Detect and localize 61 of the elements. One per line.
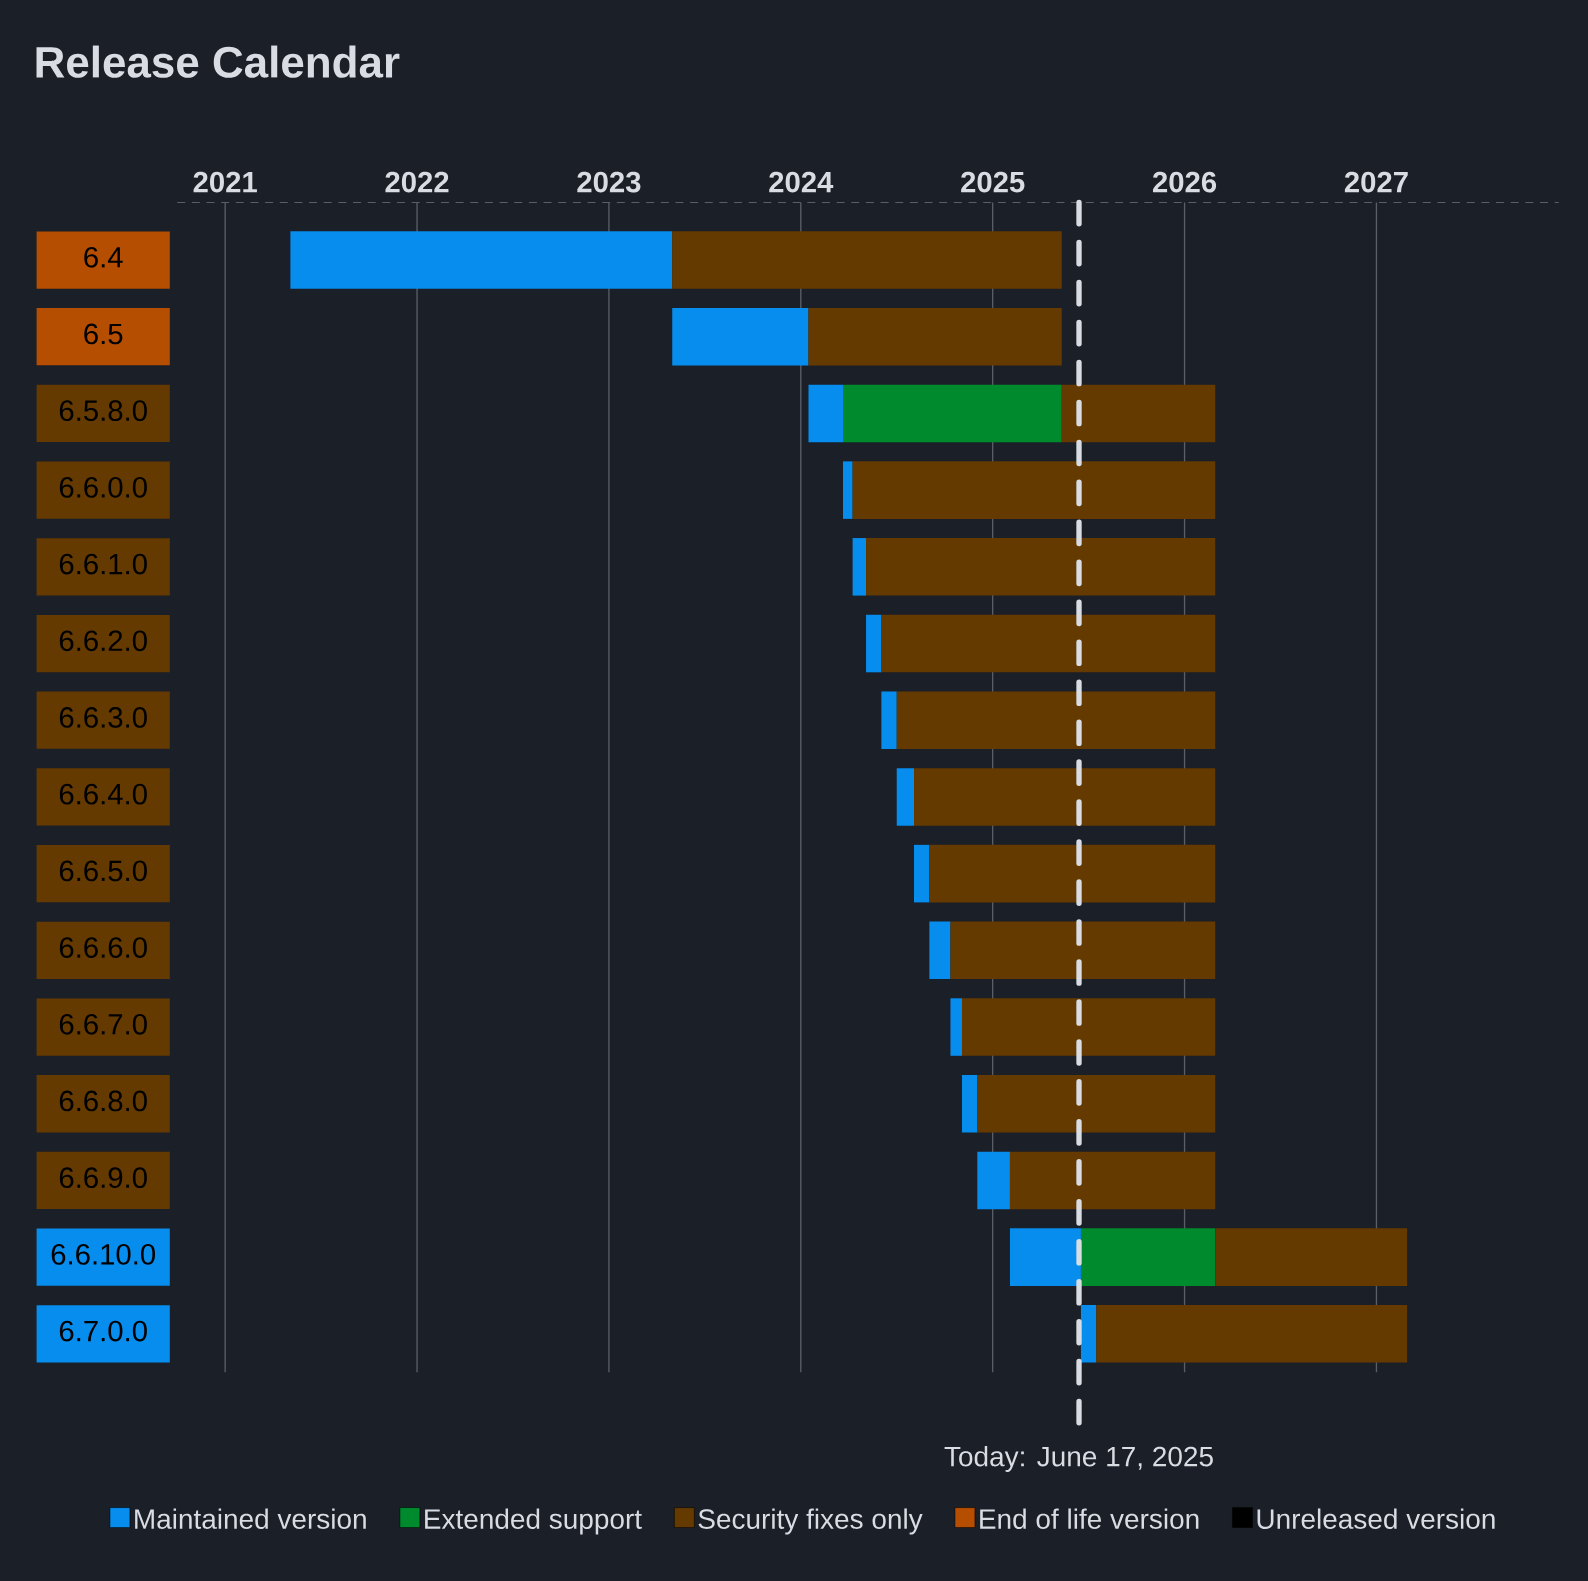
x-tick-label: 2022 bbox=[385, 171, 449, 193]
bar bbox=[881, 691, 897, 749]
x-tick-label: 2027 bbox=[1344, 171, 1408, 193]
y-tick-label: 6.6.5.0 bbox=[59, 860, 147, 882]
bar bbox=[843, 461, 853, 519]
bar bbox=[1080, 1228, 1216, 1286]
bar bbox=[808, 384, 844, 443]
bar bbox=[950, 921, 1216, 979]
bar bbox=[1061, 384, 1216, 443]
x-tick-label: 2026 bbox=[1152, 171, 1217, 193]
y-tick-label: 6.6.7.0 bbox=[59, 1013, 147, 1035]
y-tick-label: 6.4 bbox=[84, 246, 123, 268]
bar bbox=[852, 537, 867, 596]
legend-label: Unreleased version bbox=[1257, 1508, 1495, 1529]
ref-line-label: Today: June 17, 2025 bbox=[944, 1445, 1213, 1472]
y-tick-label: 6.6.4.0 bbox=[59, 783, 147, 805]
y-tick-label: 6.6.3.0 bbox=[59, 706, 147, 728]
bar bbox=[843, 384, 1062, 443]
y-tick-label: 6.6.9.0 bbox=[59, 1167, 147, 1188]
bar bbox=[914, 844, 930, 903]
legend-label: End of life version bbox=[980, 1508, 1199, 1529]
bar bbox=[1009, 1228, 1081, 1286]
bar bbox=[881, 614, 1216, 673]
bar bbox=[290, 231, 673, 289]
bar bbox=[852, 461, 1216, 519]
y-tick-label: 6.6.0.0 bbox=[59, 476, 147, 498]
bar bbox=[961, 1074, 978, 1133]
bar bbox=[896, 768, 915, 826]
bar bbox=[808, 307, 1062, 366]
y-tick-label: 6.6.8.0 bbox=[59, 1090, 147, 1112]
legend-label: Security fixes only bbox=[698, 1508, 923, 1535]
y-tick-label: 6.6.1.0 bbox=[59, 553, 147, 575]
bar bbox=[896, 691, 1216, 749]
x-tick-label: 2021 bbox=[193, 171, 257, 193]
legend-label: Maintained version bbox=[135, 1508, 366, 1529]
bar bbox=[961, 998, 1216, 1056]
bar bbox=[1080, 1304, 1097, 1363]
bar bbox=[1215, 1228, 1408, 1286]
bar bbox=[672, 231, 1062, 289]
y-tick-label: 6.6.6.0 bbox=[59, 937, 147, 958]
x-tick-label: 2024 bbox=[769, 171, 834, 193]
bar bbox=[914, 768, 1216, 826]
bar bbox=[672, 307, 809, 366]
y-tick-label: 6.6.2.0 bbox=[59, 630, 147, 651]
y-tick-label: 6.5 bbox=[84, 323, 123, 345]
bar bbox=[977, 1151, 1010, 1210]
bar bbox=[1009, 1151, 1216, 1210]
bar bbox=[866, 537, 1216, 596]
y-tick-label: 6.5.8.0 bbox=[59, 400, 147, 421]
bar bbox=[866, 614, 882, 673]
bar bbox=[977, 1074, 1216, 1133]
y-tick-label: 6.7.0.0 bbox=[59, 1320, 147, 1342]
bar bbox=[929, 921, 951, 979]
x-tick-label: 2023 bbox=[577, 171, 641, 193]
y-tick-label: 6.6.10.0 bbox=[51, 1243, 156, 1265]
chart-title: Release Calendar bbox=[36, 45, 400, 78]
x-tick-label: 2025 bbox=[961, 171, 1025, 193]
bar bbox=[1096, 1304, 1408, 1363]
bar bbox=[929, 844, 1216, 903]
bar bbox=[950, 998, 962, 1056]
legend-label: Extended support bbox=[425, 1508, 642, 1535]
